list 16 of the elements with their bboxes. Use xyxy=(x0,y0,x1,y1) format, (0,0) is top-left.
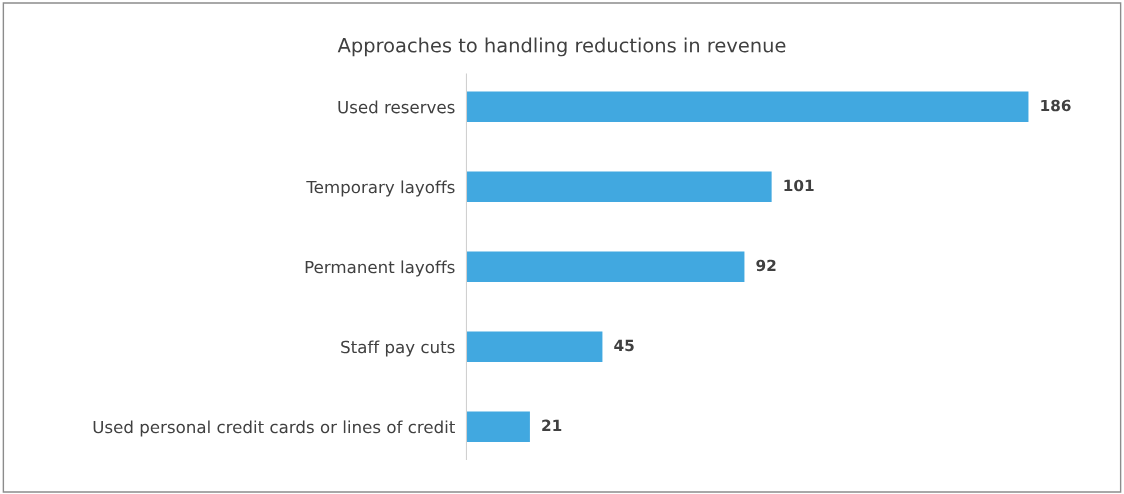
chart-title: Approaches to handling reductions in revenue xyxy=(337,37,786,57)
bar xyxy=(466,171,772,202)
y-tick-label: Staff pay cuts xyxy=(341,340,455,357)
y-tick-label: Used personal credit cards or lines of credit xyxy=(93,420,455,437)
bar xyxy=(466,91,1029,123)
data-label: 186 xyxy=(1041,99,1071,112)
y-tick-label: Temporary layoffs xyxy=(306,180,455,197)
y-tick-label: Permanent layoffs xyxy=(305,260,455,277)
bar xyxy=(466,331,603,362)
data-label: 45 xyxy=(614,339,634,352)
y-tick-label: Used reserves xyxy=(338,100,455,114)
bar xyxy=(466,251,745,282)
bar xyxy=(466,411,530,442)
data-label: 101 xyxy=(784,179,814,192)
data-label: 92 xyxy=(756,259,776,272)
data-label: 21 xyxy=(542,419,562,431)
